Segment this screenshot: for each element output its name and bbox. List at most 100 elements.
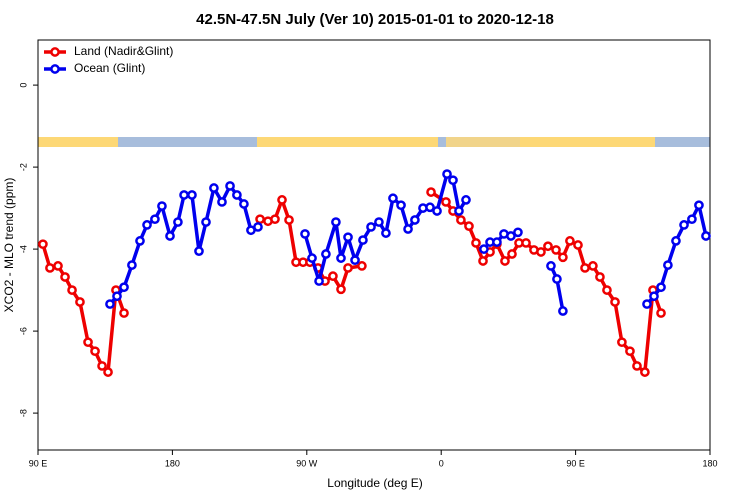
data-point	[157, 201, 167, 211]
data-point	[441, 197, 451, 207]
legend-label: Land (Nadir&Glint)	[74, 44, 173, 58]
data-point	[357, 261, 367, 271]
data-point	[471, 238, 481, 248]
data-point	[187, 190, 197, 200]
x-tick-label: 90 W	[296, 458, 318, 468]
data-point	[448, 175, 458, 186]
data-point	[492, 237, 502, 247]
data-point	[225, 181, 235, 191]
data-point	[328, 271, 338, 282]
data-point	[90, 346, 100, 357]
data-point	[75, 297, 85, 307]
data-point	[173, 217, 183, 227]
data-point	[179, 190, 189, 200]
data-point	[38, 239, 48, 250]
data-point	[321, 249, 331, 259]
x-tick-label: 90 E	[566, 458, 585, 468]
data-point	[500, 256, 510, 266]
data-point	[300, 229, 310, 239]
data-point	[374, 217, 384, 227]
land-mask-strip	[38, 137, 710, 147]
data-point	[350, 255, 360, 266]
series-line	[108, 184, 259, 306]
data-point	[536, 247, 546, 257]
series-line	[303, 172, 468, 283]
data-point	[588, 261, 598, 271]
data-point	[232, 190, 242, 200]
data-point	[150, 214, 160, 225]
data-point	[558, 252, 568, 263]
x-axis-label: Longitude (deg E)	[327, 476, 422, 490]
series-line	[549, 265, 565, 312]
data-point	[284, 215, 294, 225]
data-point	[507, 249, 517, 259]
data-point	[277, 195, 287, 205]
data-point	[314, 276, 324, 286]
data-point	[478, 256, 488, 266]
data-point	[663, 260, 673, 270]
legend-marker	[50, 64, 60, 74]
data-point	[694, 200, 704, 211]
data-point	[479, 244, 489, 254]
data-point	[388, 193, 398, 204]
data-point	[127, 260, 137, 270]
data-point	[217, 197, 227, 207]
data-point	[521, 238, 531, 248]
data-point	[546, 261, 556, 271]
data-point	[165, 231, 175, 241]
data-point	[454, 206, 464, 216]
data-point	[426, 187, 436, 197]
data-point	[336, 253, 346, 263]
legend-marker	[50, 47, 60, 57]
x-tick-label: 180	[702, 458, 717, 468]
data-point	[103, 367, 113, 377]
data-point	[270, 214, 280, 225]
data-point	[410, 215, 420, 225]
y-tick-label: -4	[18, 245, 28, 253]
y-tick-label: -8	[18, 409, 28, 417]
data-point	[610, 297, 620, 307]
data-point	[83, 337, 93, 348]
data-point	[679, 220, 689, 230]
data-point	[142, 220, 152, 230]
data-point	[687, 214, 697, 225]
data-point	[253, 222, 263, 232]
data-point	[396, 200, 406, 211]
y-tick-label: -6	[18, 327, 28, 335]
data-point	[112, 291, 122, 302]
data-point	[513, 227, 523, 238]
data-point	[67, 285, 77, 295]
data-point	[461, 195, 471, 205]
data-point	[649, 291, 659, 302]
data-point	[366, 222, 376, 232]
data-point	[602, 285, 612, 295]
chart-title: 42.5N-47.5N July (Ver 10) 2015-01-01 to …	[196, 11, 554, 28]
data-point	[53, 261, 63, 271]
data-point	[456, 215, 466, 225]
data-point	[565, 236, 575, 246]
y-tick-label: 0	[18, 83, 28, 88]
data-point	[135, 236, 145, 246]
data-point	[632, 361, 642, 371]
x-tick-label: 180	[165, 458, 180, 468]
data-point	[425, 202, 435, 213]
data-point	[381, 228, 391, 238]
data-point	[119, 282, 129, 293]
data-point	[506, 231, 516, 241]
x-tick-label: 0	[439, 458, 444, 468]
data-point	[358, 235, 368, 245]
data-point	[336, 284, 346, 295]
data-point	[209, 183, 219, 193]
data-point	[640, 367, 650, 377]
y-tick-label: -2	[18, 163, 28, 171]
data-point	[343, 232, 353, 243]
data-point	[625, 346, 635, 357]
data-point	[551, 245, 561, 255]
data-point	[307, 253, 317, 263]
data-point	[201, 217, 211, 227]
data-point	[552, 274, 562, 284]
data-point	[558, 306, 568, 316]
data-point	[331, 217, 341, 227]
data-point	[60, 272, 70, 282]
data-point	[617, 337, 627, 348]
